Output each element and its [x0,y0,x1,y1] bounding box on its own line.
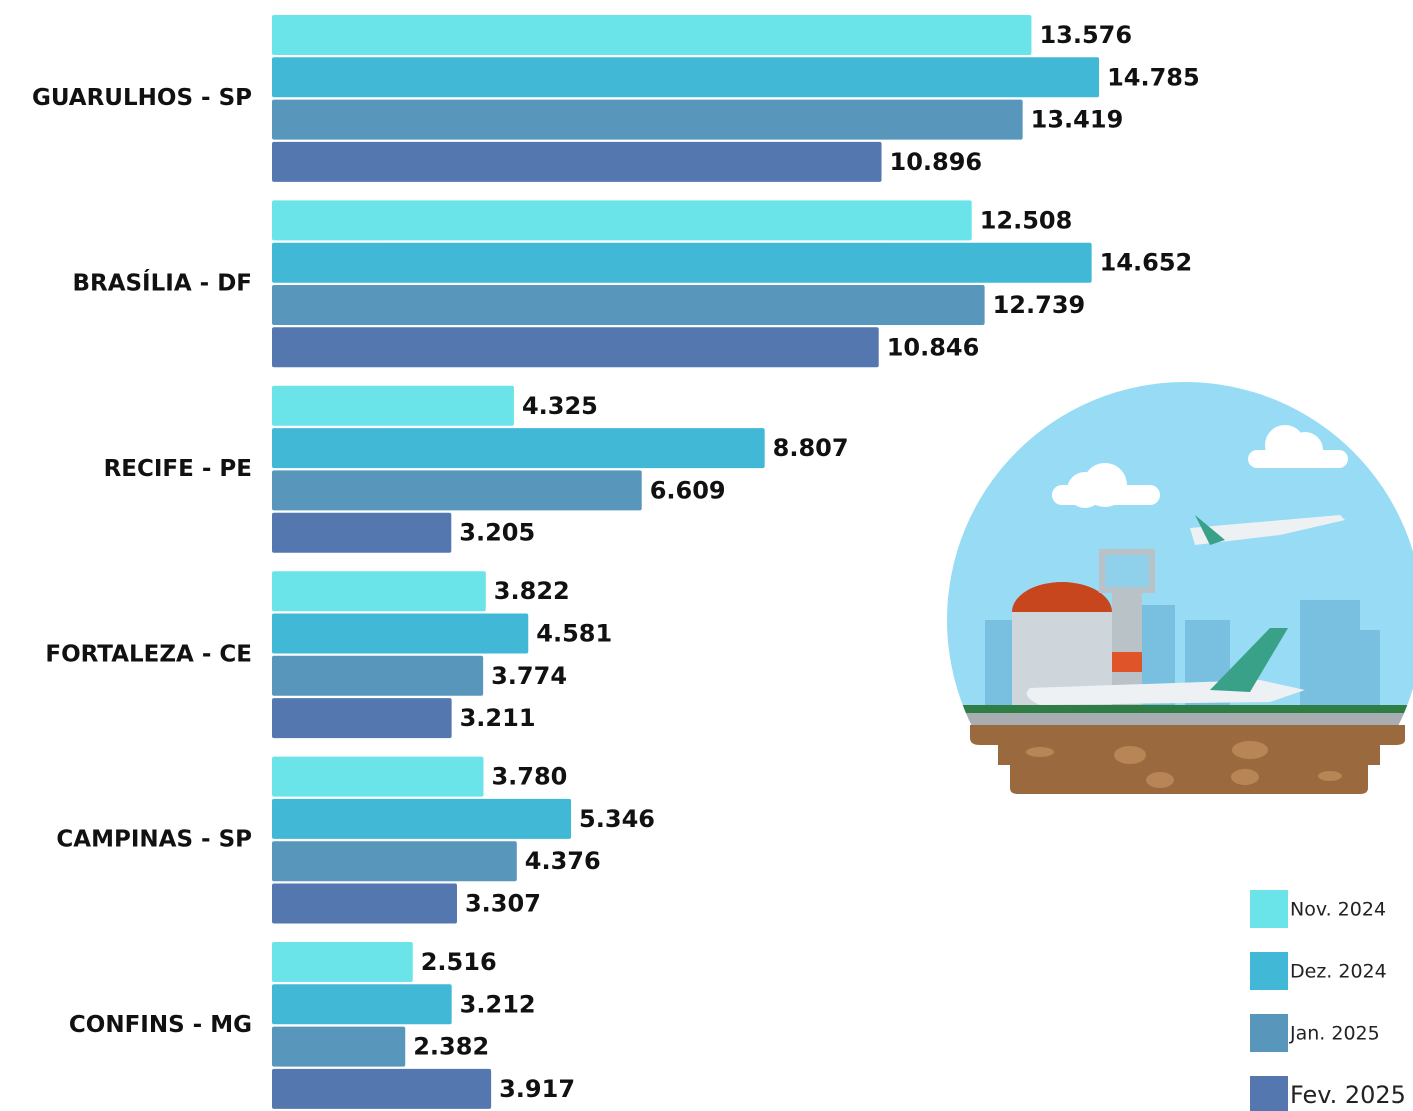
bar [272,841,517,882]
legend-label: Fev. 2025 [1290,1081,1406,1109]
bar [272,99,1023,140]
value-label: 3.307 [465,890,541,918]
bar [272,984,452,1025]
value-label: 3.774 [491,662,567,690]
legend-label: Nov. 2024 [1290,899,1386,921]
category-label: CAMPINAS - SP [56,827,252,853]
value-label: 14.652 [1100,249,1193,277]
category-label: CONFINS - MG [69,1012,252,1038]
legend-label: Jan. 2025 [1289,1023,1380,1045]
category-label: RECIFE - PE [104,456,252,482]
bar [272,1068,492,1109]
bar [272,428,765,469]
value-label: 3.780 [491,763,567,791]
bar [272,571,486,612]
bar [272,512,452,553]
bar [272,327,879,368]
legend-swatch [1250,952,1288,990]
value-label: 2.382 [413,1033,489,1061]
value-label: 3.822 [494,577,570,605]
value-label: 5.346 [579,805,655,833]
category-label: FORTALEZA - CE [45,641,252,667]
bar [272,698,452,739]
category-label: BRASÍLIA - DF [72,269,252,297]
value-label: 8.807 [773,434,849,462]
value-label: 3.211 [460,704,536,732]
bar [272,470,642,511]
legend-swatch [1250,1014,1288,1052]
bar [272,57,1100,98]
value-label: 12.739 [993,291,1086,319]
bar [272,1026,406,1067]
bar [272,385,514,426]
value-label: 12.508 [980,206,1073,234]
bar [272,141,882,182]
value-label: 13.419 [1031,106,1124,134]
value-label: 3.205 [459,519,535,547]
legend-label: Dez. 2024 [1290,961,1387,983]
value-label: 13.576 [1039,21,1132,49]
legend-swatch [1250,1076,1288,1111]
bar [272,285,985,325]
value-label: 4.376 [525,847,601,875]
value-label: 3.917 [499,1075,575,1103]
bar [272,942,413,982]
bar [272,883,457,924]
bar [272,242,1092,283]
bar [272,200,972,241]
value-label: 10.896 [890,148,983,176]
value-label: 6.609 [650,476,726,504]
bar [272,798,572,839]
bar [272,655,484,696]
category-label: GUARULHOS - SP [32,85,252,111]
bar [272,15,1032,55]
value-label: 10.846 [887,333,980,361]
legend-swatch [1250,890,1288,928]
value-label: 14.785 [1107,63,1200,91]
bar [272,613,529,654]
value-label: 3.212 [460,990,536,1018]
value-label: 4.325 [522,392,598,420]
value-label: 4.581 [536,620,612,648]
illustration [947,382,1413,794]
bar [272,756,484,797]
value-label: 2.516 [421,948,497,976]
